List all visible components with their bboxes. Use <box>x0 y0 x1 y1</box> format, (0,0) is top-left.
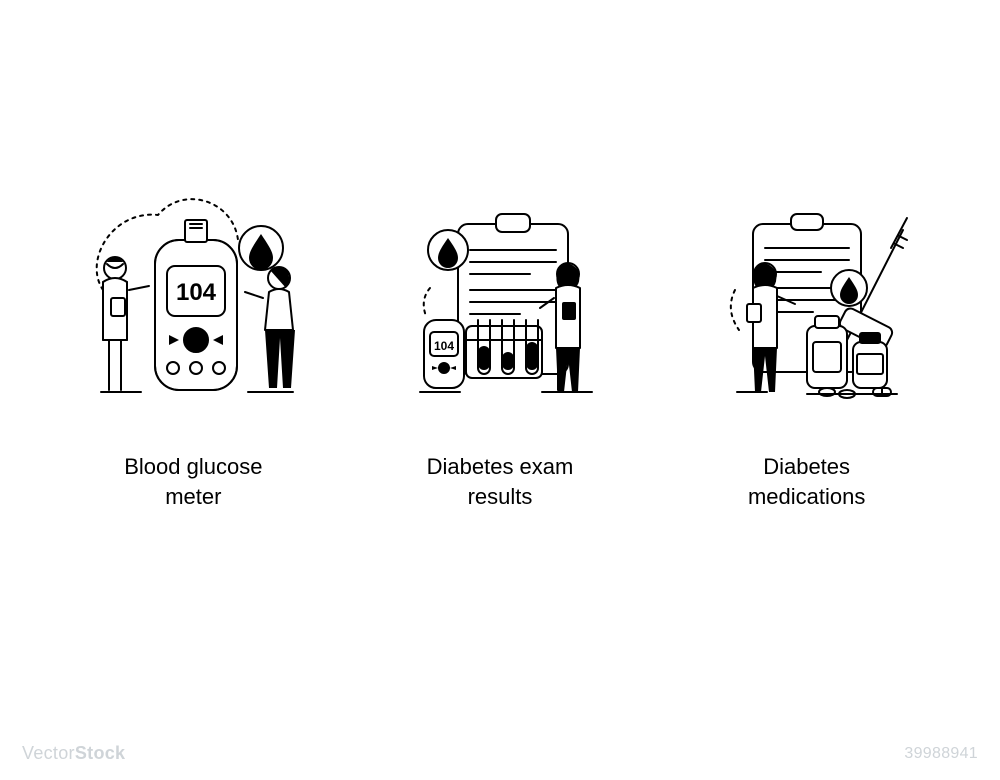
panel-blood-glucose-meter: 104 <box>48 170 338 511</box>
caption-diabetes-exam-results: Diabetes exam results <box>427 452 574 511</box>
panel-row: 104 <box>0 170 1000 511</box>
infographic-canvas: 104 <box>0 0 1000 780</box>
brand-thin: Vector <box>22 743 75 763</box>
footer: VectorStock 39988941 <box>0 743 1000 764</box>
meter-reading-small-text: 104 <box>434 339 454 353</box>
caption-blood-glucose-meter: Blood glucose meter <box>124 452 262 511</box>
illustration-diabetes-exam-results: 104 <box>370 170 630 430</box>
meter-reading-text: 104 <box>176 279 217 306</box>
illustration-blood-glucose-meter: 104 <box>63 170 323 430</box>
watermark-brand: VectorStock <box>22 743 125 764</box>
panel-diabetes-exam-results: 104 Diabetes exam result <box>355 170 645 511</box>
caption-diabetes-medications: Diabetes medications <box>748 452 865 511</box>
illustration-diabetes-medications <box>677 170 937 430</box>
watermark-image-id: 39988941 <box>904 745 978 763</box>
brand-bold: Stock <box>75 743 126 763</box>
panel-diabetes-medications: Diabetes medications <box>662 170 952 511</box>
